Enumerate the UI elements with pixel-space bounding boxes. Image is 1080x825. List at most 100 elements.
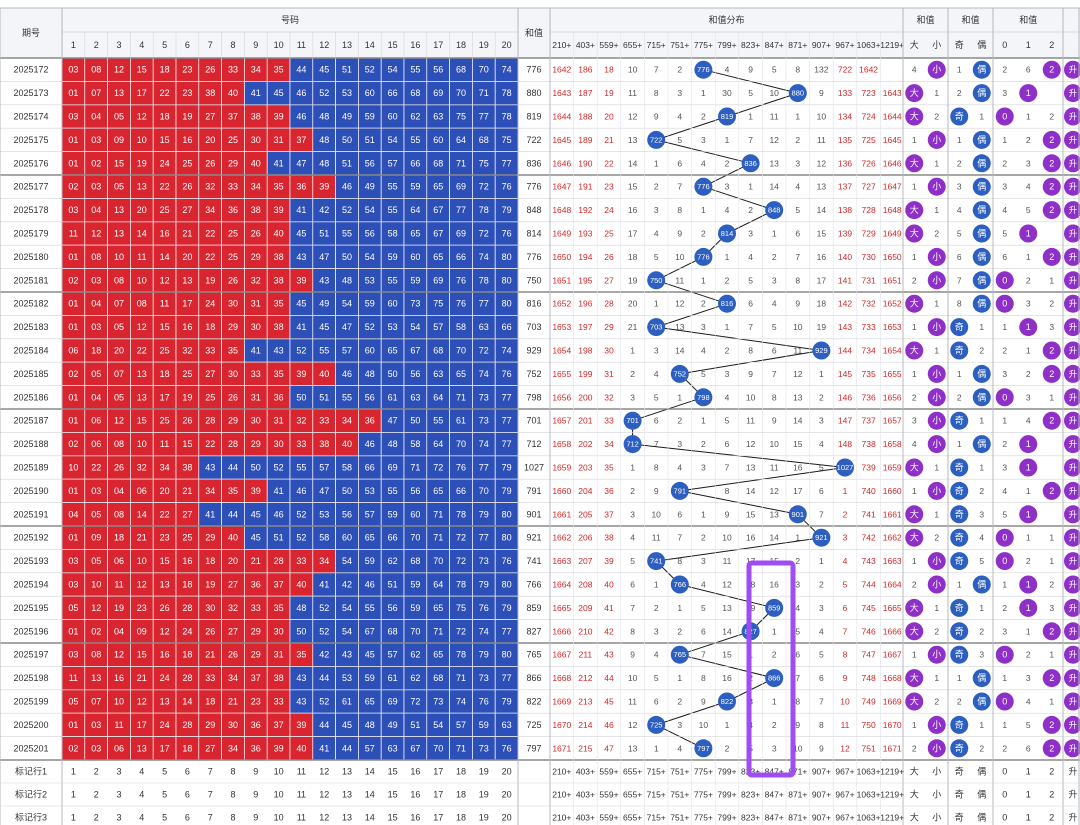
mark-num: 13 [342, 767, 352, 777]
dist-miss: 13 [769, 158, 779, 168]
number-text: 03 [68, 112, 78, 122]
number-text: 33 [205, 673, 215, 683]
sum-ball [788, 84, 807, 103]
big-miss: 1 [912, 720, 917, 730]
number-text: 34 [251, 65, 261, 75]
number-text: 05 [91, 509, 101, 519]
number-text: 64 [433, 439, 443, 449]
dist-miss-red: 1665 [883, 603, 902, 613]
sum-cell: 880 [526, 88, 541, 98]
dist-miss-red: 734 [862, 346, 876, 356]
dist-miss-red: 40 [604, 580, 614, 590]
dist-miss-red: 1668 [883, 673, 902, 683]
number-text: 54 [342, 556, 352, 566]
mark-num: 1 [71, 790, 76, 800]
mod-ball-label: 2 [1049, 135, 1054, 145]
dist-miss-red: 39 [604, 556, 614, 566]
number-text: 15 [137, 650, 147, 660]
odd-ball [950, 411, 969, 430]
dist-miss: 14 [769, 182, 779, 192]
dist-miss: 6 [772, 346, 777, 356]
sum-ball [765, 669, 784, 688]
number-col-header: 18 [456, 40, 466, 50]
number-text: 21 [228, 697, 238, 707]
extra-ball [1064, 458, 1080, 477]
number-text: 54 [388, 65, 398, 75]
mark-num: 16 [410, 813, 420, 823]
number-text: 73 [479, 673, 489, 683]
number-text: 51 [342, 158, 352, 168]
even-ball [972, 201, 991, 220]
number-text: 77 [479, 299, 489, 309]
small-ball [927, 247, 946, 266]
number-text: 13 [91, 673, 101, 683]
number-text: 45 [319, 65, 329, 75]
small-ball [927, 130, 946, 149]
dist-miss-red: 194 [578, 252, 592, 262]
big-ball [905, 154, 924, 173]
number-text: 65 [433, 486, 443, 496]
number-text: 48 [365, 369, 375, 379]
sum-ball [718, 107, 736, 126]
number-text: 12 [137, 580, 147, 590]
number-text: 30 [205, 603, 215, 613]
number-text: 09 [137, 626, 147, 636]
mark-bin: 775+ [694, 813, 713, 823]
number-text: 26 [228, 392, 238, 402]
dist-miss-red: 1642 [552, 65, 571, 75]
dist-miss: 1 [701, 205, 706, 215]
number-text: 06 [114, 743, 124, 753]
number-text: 20 [182, 252, 192, 262]
odd-ball [950, 107, 969, 126]
extra-ball [1064, 130, 1080, 149]
number-text: 53 [342, 673, 352, 683]
mod-ball [1042, 411, 1061, 430]
small-ball [927, 60, 946, 79]
dist-miss: 3 [748, 229, 753, 239]
mark-bin: 775+ [694, 767, 713, 777]
mod-ball-label: 1 [1026, 322, 1031, 332]
dist-miss: 4 [677, 743, 682, 753]
number-text: 27 [228, 580, 238, 590]
number-text: 65 [456, 369, 466, 379]
extra-ball [1064, 505, 1080, 524]
number-text: 31 [274, 135, 284, 145]
dist-miss: 13 [675, 322, 685, 332]
dist-miss: 4 [654, 369, 659, 379]
number-text: 30 [251, 135, 261, 145]
dist-miss: 10 [651, 509, 661, 519]
number-text: 63 [433, 112, 443, 122]
big-ball-label: 大 [910, 508, 919, 519]
number-text: 43 [342, 650, 352, 660]
number-text: 01 [68, 299, 78, 309]
mod-ball-label: 2 [1049, 369, 1054, 379]
number-text: 60 [365, 88, 375, 98]
number-text: 27 [182, 205, 192, 215]
even-ball-label: 偶 [977, 579, 986, 590]
dist-miss: 9 [654, 486, 659, 496]
even-ball-label: 偶 [977, 438, 986, 449]
dist-miss-red: 1671 [883, 743, 902, 753]
dist-miss: 14 [793, 416, 803, 426]
extra-label: 升 [1069, 556, 1078, 566]
dist-miss-red: 133 [838, 88, 852, 98]
dist-miss: 16 [817, 252, 827, 262]
bin-header: 655+ [623, 40, 642, 50]
dist-miss-red: 143 [838, 322, 852, 332]
dist-miss: 3 [701, 463, 706, 473]
dist-miss: 7 [654, 439, 659, 449]
mod-miss: 2 [1002, 158, 1007, 168]
dist-miss: 17 [817, 275, 827, 285]
mark-even: 偶 [977, 766, 986, 777]
even-miss: 5 [979, 556, 984, 566]
big-miss: 4 [912, 65, 917, 75]
number-text: 01 [68, 416, 78, 426]
number-text: 30 [228, 720, 238, 730]
number-text: 02 [68, 182, 78, 192]
odd-ball [950, 598, 969, 617]
extra-label: 升 [1069, 580, 1078, 590]
dist-miss-red: 1661 [883, 509, 902, 519]
dist-miss-red: 205 [578, 509, 592, 519]
mark-num: 6 [185, 767, 190, 777]
number-text: 38 [274, 252, 284, 262]
